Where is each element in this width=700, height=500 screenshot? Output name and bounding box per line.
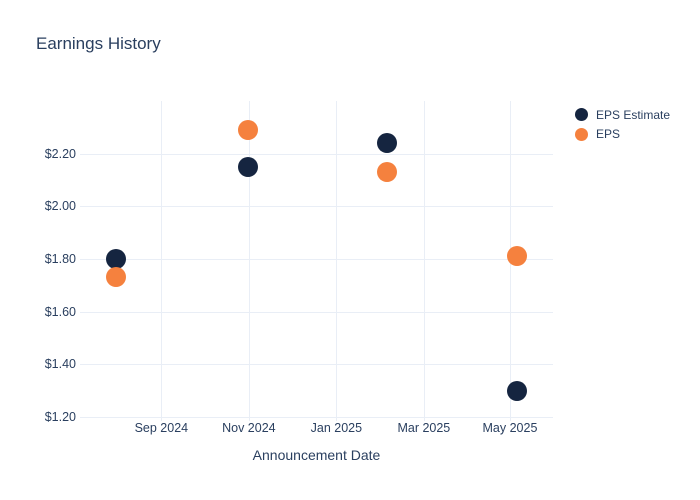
x-tick-label: Jan 2025 xyxy=(310,421,363,435)
legend-label-eps: EPS xyxy=(596,127,621,142)
legend-marker-eps xyxy=(575,127,588,141)
scatter-point-eps[interactable] xyxy=(105,267,126,288)
y-gridline xyxy=(80,364,553,366)
x-tick-label: May 2025 xyxy=(482,421,538,435)
y-gridline xyxy=(80,259,553,260)
y-tick-label: $2.00 xyxy=(44,199,76,214)
y-tick-label: $1.40 xyxy=(44,357,76,372)
scatter-point-eps[interactable] xyxy=(376,162,397,183)
y-tick-label: $1.80 xyxy=(44,252,76,266)
x-axis-title: Announcement Date xyxy=(252,447,381,463)
x-gridline xyxy=(336,101,337,421)
y-gridline xyxy=(80,153,553,155)
scatter-point-eps-estimate[interactable] xyxy=(376,133,397,154)
legend: EPS Estimate EPS xyxy=(575,105,670,144)
x-gridline xyxy=(161,101,162,421)
x-tick-label: Mar 2025 xyxy=(397,421,451,435)
scatter-point-eps-estimate[interactable] xyxy=(507,380,528,401)
scatter-point-eps[interactable] xyxy=(507,246,528,267)
y-gridline xyxy=(80,311,553,313)
legend-marker-eps-estimate xyxy=(575,108,588,122)
x-gridline xyxy=(249,101,250,421)
legend-label-eps-estimate: EPS Estimate xyxy=(596,107,671,122)
scatter-point-eps[interactable] xyxy=(237,119,258,140)
scatter-point-eps-estimate[interactable] xyxy=(105,249,126,269)
y-gridline xyxy=(80,417,553,418)
y-tick-label: $2.20 xyxy=(44,146,76,161)
y-gridline xyxy=(80,206,553,208)
x-tick-label: Nov 2024 xyxy=(222,421,276,435)
y-tick-label: $1.20 xyxy=(44,410,76,424)
legend-item-eps[interactable]: EPS xyxy=(575,125,670,145)
x-gridline xyxy=(424,101,425,421)
legend-item-eps-estimate[interactable]: EPS Estimate xyxy=(575,105,670,125)
chart-title: Earnings History xyxy=(36,34,161,53)
scatter-point-eps-estimate[interactable] xyxy=(237,156,258,177)
y-tick-label: $1.60 xyxy=(44,304,76,319)
x-tick-label: Sep 2024 xyxy=(134,421,189,435)
plot-area xyxy=(80,101,553,421)
